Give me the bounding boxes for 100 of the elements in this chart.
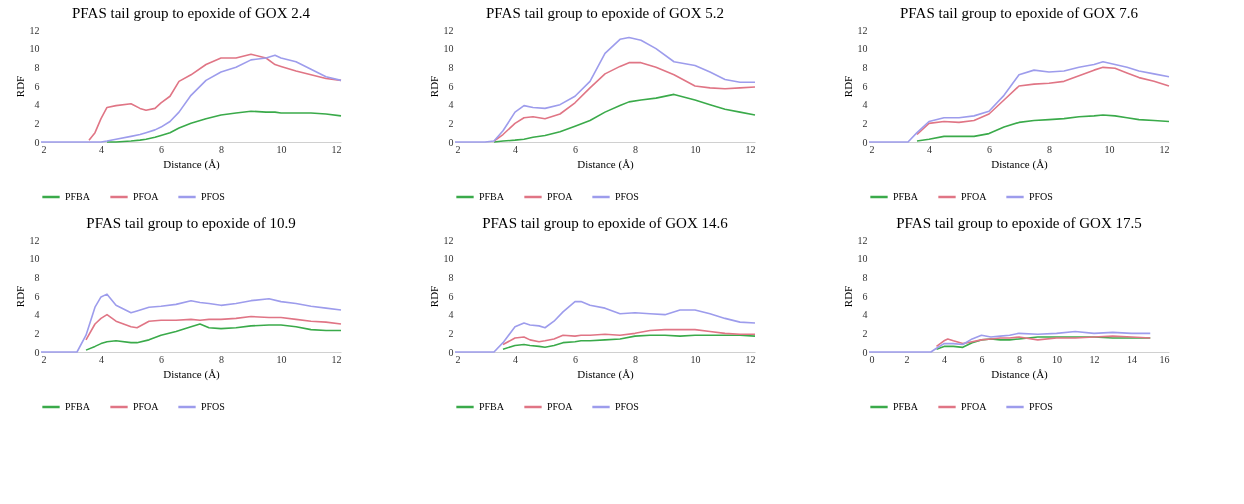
x-tick-label: 14 xyxy=(1127,353,1137,365)
x-axis-title: Distance (Å) xyxy=(991,367,1049,381)
x-tick-label: 6 xyxy=(979,353,985,365)
legend-label: PFOS xyxy=(201,191,225,202)
y-tick-label: 4 xyxy=(448,309,454,321)
x-tick-label: 10 xyxy=(1104,143,1115,155)
x-tick-label: 10 xyxy=(276,143,287,155)
line-series xyxy=(40,293,342,353)
y-tick-label: 12 xyxy=(29,234,40,246)
x-tick-label: 4 xyxy=(99,143,104,155)
legend-label: PFOA xyxy=(961,191,988,202)
line-series xyxy=(868,330,1152,353)
line-series xyxy=(106,110,342,143)
legend-label: PFBA xyxy=(479,401,505,412)
y-tick-label: 8 xyxy=(862,61,868,73)
x-tick-label: 10 xyxy=(276,353,287,365)
y-tick-label: 10 xyxy=(29,253,40,265)
legend-label: PFBA xyxy=(893,191,919,202)
legend-label: PFBA xyxy=(65,191,91,202)
y-tick-label: 8 xyxy=(448,61,454,73)
line-series xyxy=(916,66,1170,136)
legend-label: PFOS xyxy=(1029,401,1053,412)
line-series xyxy=(454,300,756,353)
y-tick-label: 6 xyxy=(448,80,454,92)
x-axis-title: Distance (Å) xyxy=(163,157,221,171)
y-tick-label: 12 xyxy=(857,234,868,246)
x-tick-label: 8 xyxy=(633,143,638,155)
y-tick-label: 8 xyxy=(448,271,454,283)
legend-label: PFOA xyxy=(961,401,988,412)
legend-label: PFBA xyxy=(65,401,91,412)
chart-title: PFAS tail group to epoxide of GOX 7.6 xyxy=(899,5,1139,21)
y-tick-label: 4 xyxy=(448,99,454,111)
y-tick-label: 2 xyxy=(34,327,40,339)
line-series xyxy=(454,36,756,143)
y-tick-label: 4 xyxy=(34,99,40,111)
x-tick-label: 4 xyxy=(513,353,518,365)
legend-label: PFBA xyxy=(479,191,505,202)
y-axis-title: RDF xyxy=(427,75,440,98)
x-tick-label: 6 xyxy=(159,353,164,365)
x-tick-label: 10 xyxy=(1052,353,1062,365)
line-series xyxy=(868,60,1170,143)
y-tick-label: 6 xyxy=(862,80,868,92)
y-tick-label: 4 xyxy=(862,99,868,111)
x-tick-label: 4 xyxy=(513,143,518,155)
y-tick-label: 2 xyxy=(448,117,454,129)
y-tick-label: 2 xyxy=(862,327,868,339)
x-tick-label: 12 xyxy=(1089,353,1100,365)
y-tick-label: 10 xyxy=(29,43,40,55)
x-tick-label: 8 xyxy=(219,143,224,155)
y-tick-label: 10 xyxy=(857,43,868,55)
y-tick-label: 10 xyxy=(443,43,454,55)
x-tick-label: 4 xyxy=(927,143,932,155)
legend-label: PFOS xyxy=(615,191,639,202)
chart-title: PFAS tail group to epoxide of GOX 2.4 xyxy=(71,5,311,21)
chart-title: PFAS tail group to epoxide of GOX 5.2 xyxy=(485,5,725,21)
legend-label: PFOA xyxy=(133,401,160,412)
x-axis-title: Distance (Å) xyxy=(577,157,635,171)
y-tick-label: 10 xyxy=(443,253,454,265)
x-tick-label: 8 xyxy=(1017,353,1022,365)
x-tick-label: 12 xyxy=(331,353,342,365)
x-tick-label: 4 xyxy=(942,353,947,365)
line-series xyxy=(493,93,756,143)
y-axis-title: RDF xyxy=(841,75,854,98)
x-tick-label: 10 xyxy=(690,353,701,365)
y-tick-label: 12 xyxy=(29,24,40,36)
y-axis-title: RDF xyxy=(13,75,26,98)
legend-label: PFOA xyxy=(547,401,574,412)
y-tick-label: 8 xyxy=(862,271,868,283)
x-tick-label: 6 xyxy=(987,143,992,155)
x-tick-label: 6 xyxy=(573,143,578,155)
legend-label: PFOA xyxy=(547,191,574,202)
line-series xyxy=(493,61,756,142)
x-axis-title: Distance (Å) xyxy=(991,157,1049,171)
line-series xyxy=(916,114,1170,142)
legend-label: PFOA xyxy=(133,191,160,202)
x-tick-label: 6 xyxy=(573,353,578,365)
x-axis-title: Distance (Å) xyxy=(577,367,635,381)
line-series xyxy=(85,313,342,341)
y-tick-label: 12 xyxy=(443,24,454,36)
x-tick-label: 12 xyxy=(331,143,342,155)
y-axis-title: RDF xyxy=(841,285,854,308)
y-axis-title: RDF xyxy=(13,285,26,308)
y-tick-label: 6 xyxy=(862,290,868,302)
x-tick-label: 8 xyxy=(633,353,638,365)
y-tick-label: 6 xyxy=(34,290,40,302)
line-series xyxy=(85,323,342,351)
x-tick-label: 12 xyxy=(1159,143,1170,155)
y-tick-label: 8 xyxy=(34,61,40,73)
x-tick-label: 8 xyxy=(1047,143,1052,155)
x-tick-label: 12 xyxy=(745,353,756,365)
x-axis-title: Distance (Å) xyxy=(163,367,221,381)
y-tick-label: 4 xyxy=(34,309,40,321)
x-tick-label: 16 xyxy=(1159,353,1170,365)
y-tick-label: 4 xyxy=(862,309,868,321)
x-tick-label: 12 xyxy=(745,143,756,155)
x-tick-label: 6 xyxy=(159,143,164,155)
legend-label: PFOS xyxy=(615,401,639,412)
y-tick-label: 6 xyxy=(34,80,40,92)
legend-label: PFOS xyxy=(201,401,225,412)
y-axis-title: RDF xyxy=(427,285,440,308)
